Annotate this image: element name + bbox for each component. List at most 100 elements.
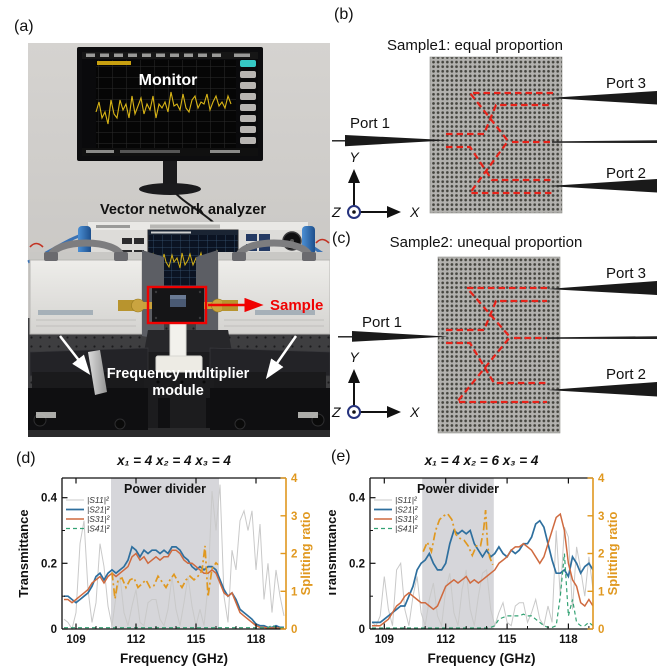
y-tick-label-right: 2 [291,549,297,561]
axes: 109 112 115 118 0 0.2 0.4 0 1 2 3 4 [349,473,605,646]
legend-label: |S11|² [87,495,110,505]
panel-c-letter: (c) [332,230,351,247]
sample2-port2-label: Port 2 [606,366,646,383]
sample2-y-axis-label: Y [349,349,360,365]
legend-label: |S11|² [395,495,418,505]
micrometer-left [88,350,107,395]
x-tick-label: 109 [66,634,85,646]
y-tick-label-right: 1 [598,586,605,598]
monitor-softkeys [240,60,256,144]
sample2-axes-icon: Y X Z [331,349,420,420]
sample1-x-axis-label: X [409,204,420,220]
y-axis-label-right: Splitting ratio [298,512,313,596]
frequency-multiplier-module-right [196,239,330,340]
series-splitting-ratio [422,510,494,566]
legend: |S11|²|S21|²|S31|²|S41|² [374,495,419,534]
sample2-z-axis-label: Z [331,404,341,420]
sample2-photonic-crystal [437,256,561,434]
port2-probe [547,382,657,397]
series-s21 [372,519,593,624]
sample1-diagram: Sample1: equal proportion Port 1 Port 3 … [331,37,657,220]
sample2-waveguide-path [446,286,547,404]
sample2-port3-label: Port 3 [606,265,646,282]
port2-probe [548,179,657,193]
y-tick-label-left: 0.2 [349,558,365,570]
x-axis-label: Frequency (GHz) [120,651,228,666]
y-tick-label-right: 3 [598,511,604,523]
y-tick-label-left: 0.4 [41,493,58,505]
series-s21 [64,545,284,629]
x-tick-label: 112 [127,634,146,646]
legend-label: |S31|² [87,514,111,524]
sample1-port1-label: Port 1 [350,115,390,132]
sample1-axes-icon: Y X Z [331,149,420,220]
sample1-port3-label: Port 3 [606,75,646,92]
legend-label: |S21|² [87,505,111,515]
monitor-trace [95,91,232,125]
panel-a-letter: (a) [14,18,34,35]
port1-probe [352,331,448,342]
series-group [63,484,285,630]
y-axis-label-left: Transmittance [329,509,339,597]
module-arrow-right [265,335,298,380]
sample-diagrams: Sample1: equal proportion Port 1 Port 3 … [331,37,657,434]
band-annotation: Power divider [417,482,499,496]
middle-probe [552,140,657,143]
y-axis-label-left: Transmittance [16,509,31,597]
series-s31 [372,512,593,627]
y-tick-label-right: 3 [291,511,297,523]
x-tick-label: 115 [498,634,517,646]
legend-label: |S31|² [395,514,419,524]
legend-label: |S41|² [395,524,419,534]
y-tick-label-right: 1 [291,586,298,598]
panel-b-letter: (b) [334,6,354,23]
sample-label: Sample [270,297,323,314]
x-tick-label: 115 [187,634,206,646]
y-tick-label-right: 0 [291,624,297,636]
vna-label: Vector network analyzer [100,202,266,218]
legend: |S11|²|S21|²|S31|²|S41|² [66,495,111,534]
middle-probe [547,336,657,339]
frequency-multiplier-module-left [29,239,164,340]
sample2-ports [338,281,657,397]
series-s11 [63,484,285,630]
legend-label: |S41|² [87,524,111,534]
translation-stage-right [209,347,330,430]
chart-e: Power divider 109 112 115 118 0 0.2 0.4 0 1 2 3 4 Tra… [329,453,620,666]
y-tick-label-left: 0.4 [349,493,366,505]
sample1-port2-label: Port 2 [606,165,646,182]
module-label-line2: module [152,383,204,399]
waveguide-left [118,300,134,311]
y-tick-label-left: 0.2 [41,558,57,570]
chart-d: Power divider 109 112 115 118 0 0.2 0.4 0 1 2 3 4 Tra… [16,453,313,666]
panel-d-letter: (d) [16,450,36,467]
chart-title: x₁ = 4 x₂ = 4 x₃ = 4 [116,453,231,468]
y-tick-label-left: 0 [51,624,57,636]
panel-e-letter: (e) [331,448,351,465]
sample2-port1-label: Port 1 [362,314,402,331]
ceramic-post [169,321,187,359]
port3-probe [547,281,657,295]
sample2-x-axis-label: X [409,404,420,420]
sample1-ports [332,91,657,193]
series-s11 [371,527,593,628]
x-axis-label: Frequency (GHz) [427,651,535,666]
y-tick-label-right: 4 [291,473,298,485]
module-label-line1: Frequency multiplier [107,366,250,382]
series-s41 [372,553,593,629]
sample1-y-axis-label: Y [349,149,360,165]
chart-title: x₁ = 4 x₂ = 6 x₃ = 4 [424,453,539,468]
band-annotation: Power divider [124,482,206,496]
axes: 109 112 115 118 0 0.2 0.4 0 1 2 3 4 [41,473,298,646]
y-axis-label-right: Splitting ratio [605,512,620,596]
x-tick-label: 109 [375,634,394,646]
y-tick-label-right: 2 [598,549,604,561]
experiment-photo: Monitor Vector network analyzer [27,43,330,437]
x-tick-label: 118 [559,634,578,646]
x-tick-label: 112 [436,634,455,646]
sample1-waveguide-path [446,91,553,195]
sample2-title: Sample2: unequal proportion [390,234,583,251]
monitor-label: Monitor [139,72,198,89]
power-divider-band [422,478,494,629]
